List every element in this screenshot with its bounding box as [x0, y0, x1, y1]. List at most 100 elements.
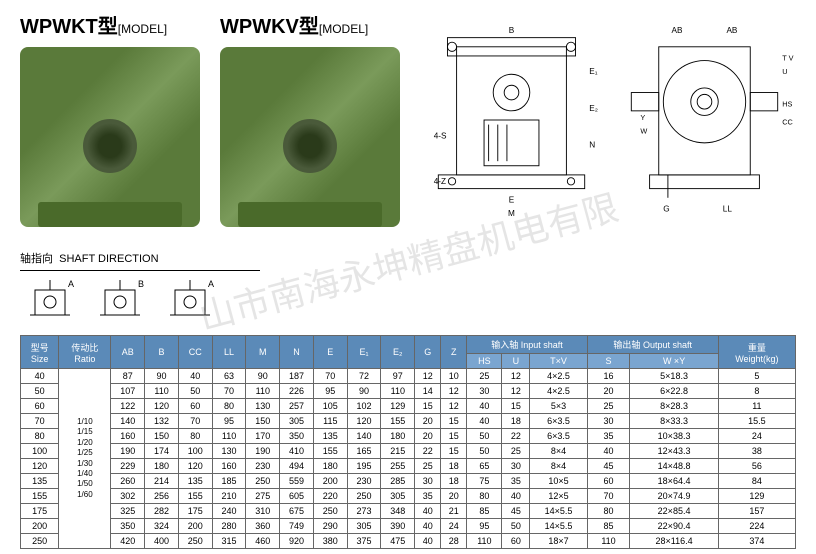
cell-value: 12 [441, 384, 467, 399]
cell-value: 110 [381, 384, 415, 399]
cell-value: 195 [347, 459, 381, 474]
table-row: 601221206080130257105102129151240155×325… [21, 399, 796, 414]
svg-text:HS: HS [782, 99, 792, 108]
svg-text:AB: AB [672, 26, 683, 35]
product-name-1: WPWKT [20, 16, 98, 38]
th-s: S [587, 354, 630, 369]
cell-value: 110 [467, 534, 502, 549]
th-e: E [313, 336, 347, 369]
svg-text:E₁: E₁ [589, 67, 597, 76]
th-input: 输入轴 Input shaft [467, 336, 587, 354]
cell-value: 107 [111, 384, 145, 399]
cell-value: 12 [415, 369, 441, 384]
cell-value: 38 [718, 444, 795, 459]
cell-size: 40 [21, 369, 59, 384]
cell-value: 375 [347, 534, 381, 549]
svg-text:A: A [68, 279, 74, 289]
cell-value: 5×18.3 [630, 369, 718, 384]
shaft-icon-1: A [20, 275, 80, 325]
cell-value: 200 [178, 519, 212, 534]
cell-value: 174 [145, 444, 179, 459]
table-row: 2003503242002803607492903053904024955014… [21, 519, 796, 534]
cell-value: 155 [381, 414, 415, 429]
cell-value: 60 [502, 534, 530, 549]
cell-value: 155 [313, 444, 347, 459]
cell-value: 10×5 [530, 474, 587, 489]
cell-value: 305 [347, 519, 381, 534]
cell-value: 30 [467, 384, 502, 399]
cell-value: 60 [587, 474, 630, 489]
th-cc: CC [178, 336, 212, 369]
cell-value: 72 [347, 369, 381, 384]
cell-value: 12 [502, 384, 530, 399]
cell-value: 350 [111, 519, 145, 534]
cell-value: 475 [381, 534, 415, 549]
table-row: 120229180120160230494180195255251865308×… [21, 459, 796, 474]
cell-value: 420 [111, 534, 145, 549]
cell-value: 160 [212, 459, 246, 474]
cell-value: 90 [347, 384, 381, 399]
product-suffix-1: 型 [98, 16, 118, 38]
cell-value: 229 [111, 459, 145, 474]
cell-value: 120 [145, 399, 179, 414]
table-head: 型号Size 传动比Ratio AB B CC LL M N E E₁ E₂ G… [21, 336, 796, 369]
cell-value: 190 [246, 444, 280, 459]
product-model-2: [MODEL] [319, 22, 368, 36]
cell-value: 70 [212, 384, 246, 399]
cell-value: 20 [587, 384, 630, 399]
shaft-icon-3: A [160, 275, 220, 325]
cell-value: 200 [313, 474, 347, 489]
product-wpwkv: WPWKV型[MODEL] [220, 10, 400, 235]
svg-text:W: W [640, 127, 647, 136]
cell-value: 302 [111, 489, 145, 504]
cell-value: 97 [381, 369, 415, 384]
cell-size: 100 [21, 444, 59, 459]
cell-value: 187 [280, 369, 314, 384]
cell-value: 282 [145, 504, 179, 519]
cell-value: 40 [178, 369, 212, 384]
table-row: 1553022561552102756052202503053520804012… [21, 489, 796, 504]
th-wy: W ×Y [630, 354, 718, 369]
cell-value: 130 [212, 444, 246, 459]
table-row: 2504204002503154609203803754754028110601… [21, 534, 796, 549]
cell-value: 14×5.5 [530, 504, 587, 519]
cell-value: 85 [467, 504, 502, 519]
cell-value: 85 [587, 519, 630, 534]
svg-text:E: E [509, 195, 515, 204]
cell-size: 50 [21, 384, 59, 399]
table-row: 5010711050701102269590110141230124×2.520… [21, 384, 796, 399]
cell-value: 28×116.4 [630, 534, 718, 549]
svg-text:T V: T V [782, 54, 793, 63]
cell-value: 40 [467, 414, 502, 429]
cell-value: 12×5 [530, 489, 587, 504]
shaft-en: SHAFT DIRECTION [59, 253, 158, 265]
th-ll: LL [212, 336, 246, 369]
cell-value: 675 [280, 504, 314, 519]
cell-value: 90 [145, 369, 179, 384]
cell-size: 60 [21, 399, 59, 414]
spec-table: 型号Size 传动比Ratio AB B CC LL M N E E₁ E₂ G… [20, 335, 796, 549]
cell-value: 6×3.5 [530, 429, 587, 444]
cell-value: 350 [280, 429, 314, 444]
cell-value: 45 [587, 459, 630, 474]
cell-value: 150 [145, 429, 179, 444]
table-row: 100190174100130190410155165215221550258×… [21, 444, 796, 459]
cell-value: 324 [145, 519, 179, 534]
svg-text:4-S: 4-S [434, 131, 447, 140]
svg-text:G: G [663, 204, 669, 213]
cell-value: 180 [381, 429, 415, 444]
cell-size: 175 [21, 504, 59, 519]
svg-text:4-Z: 4-Z [434, 177, 446, 186]
cell-value: 8×4 [530, 459, 587, 474]
cell-value: 129 [381, 399, 415, 414]
cell-value: 110 [246, 384, 280, 399]
table-row: 401/101/151/201/251/301/401/501/60879040… [21, 369, 796, 384]
table-row: 8016015080110170350135140180201550226×3.… [21, 429, 796, 444]
cell-value: 25 [502, 444, 530, 459]
cell-value: 380 [313, 534, 347, 549]
cell-value: 15 [441, 429, 467, 444]
cell-value: 20 [415, 429, 441, 444]
cell-value: 15 [415, 399, 441, 414]
cell-value: 30 [587, 414, 630, 429]
cell-value: 22 [502, 429, 530, 444]
